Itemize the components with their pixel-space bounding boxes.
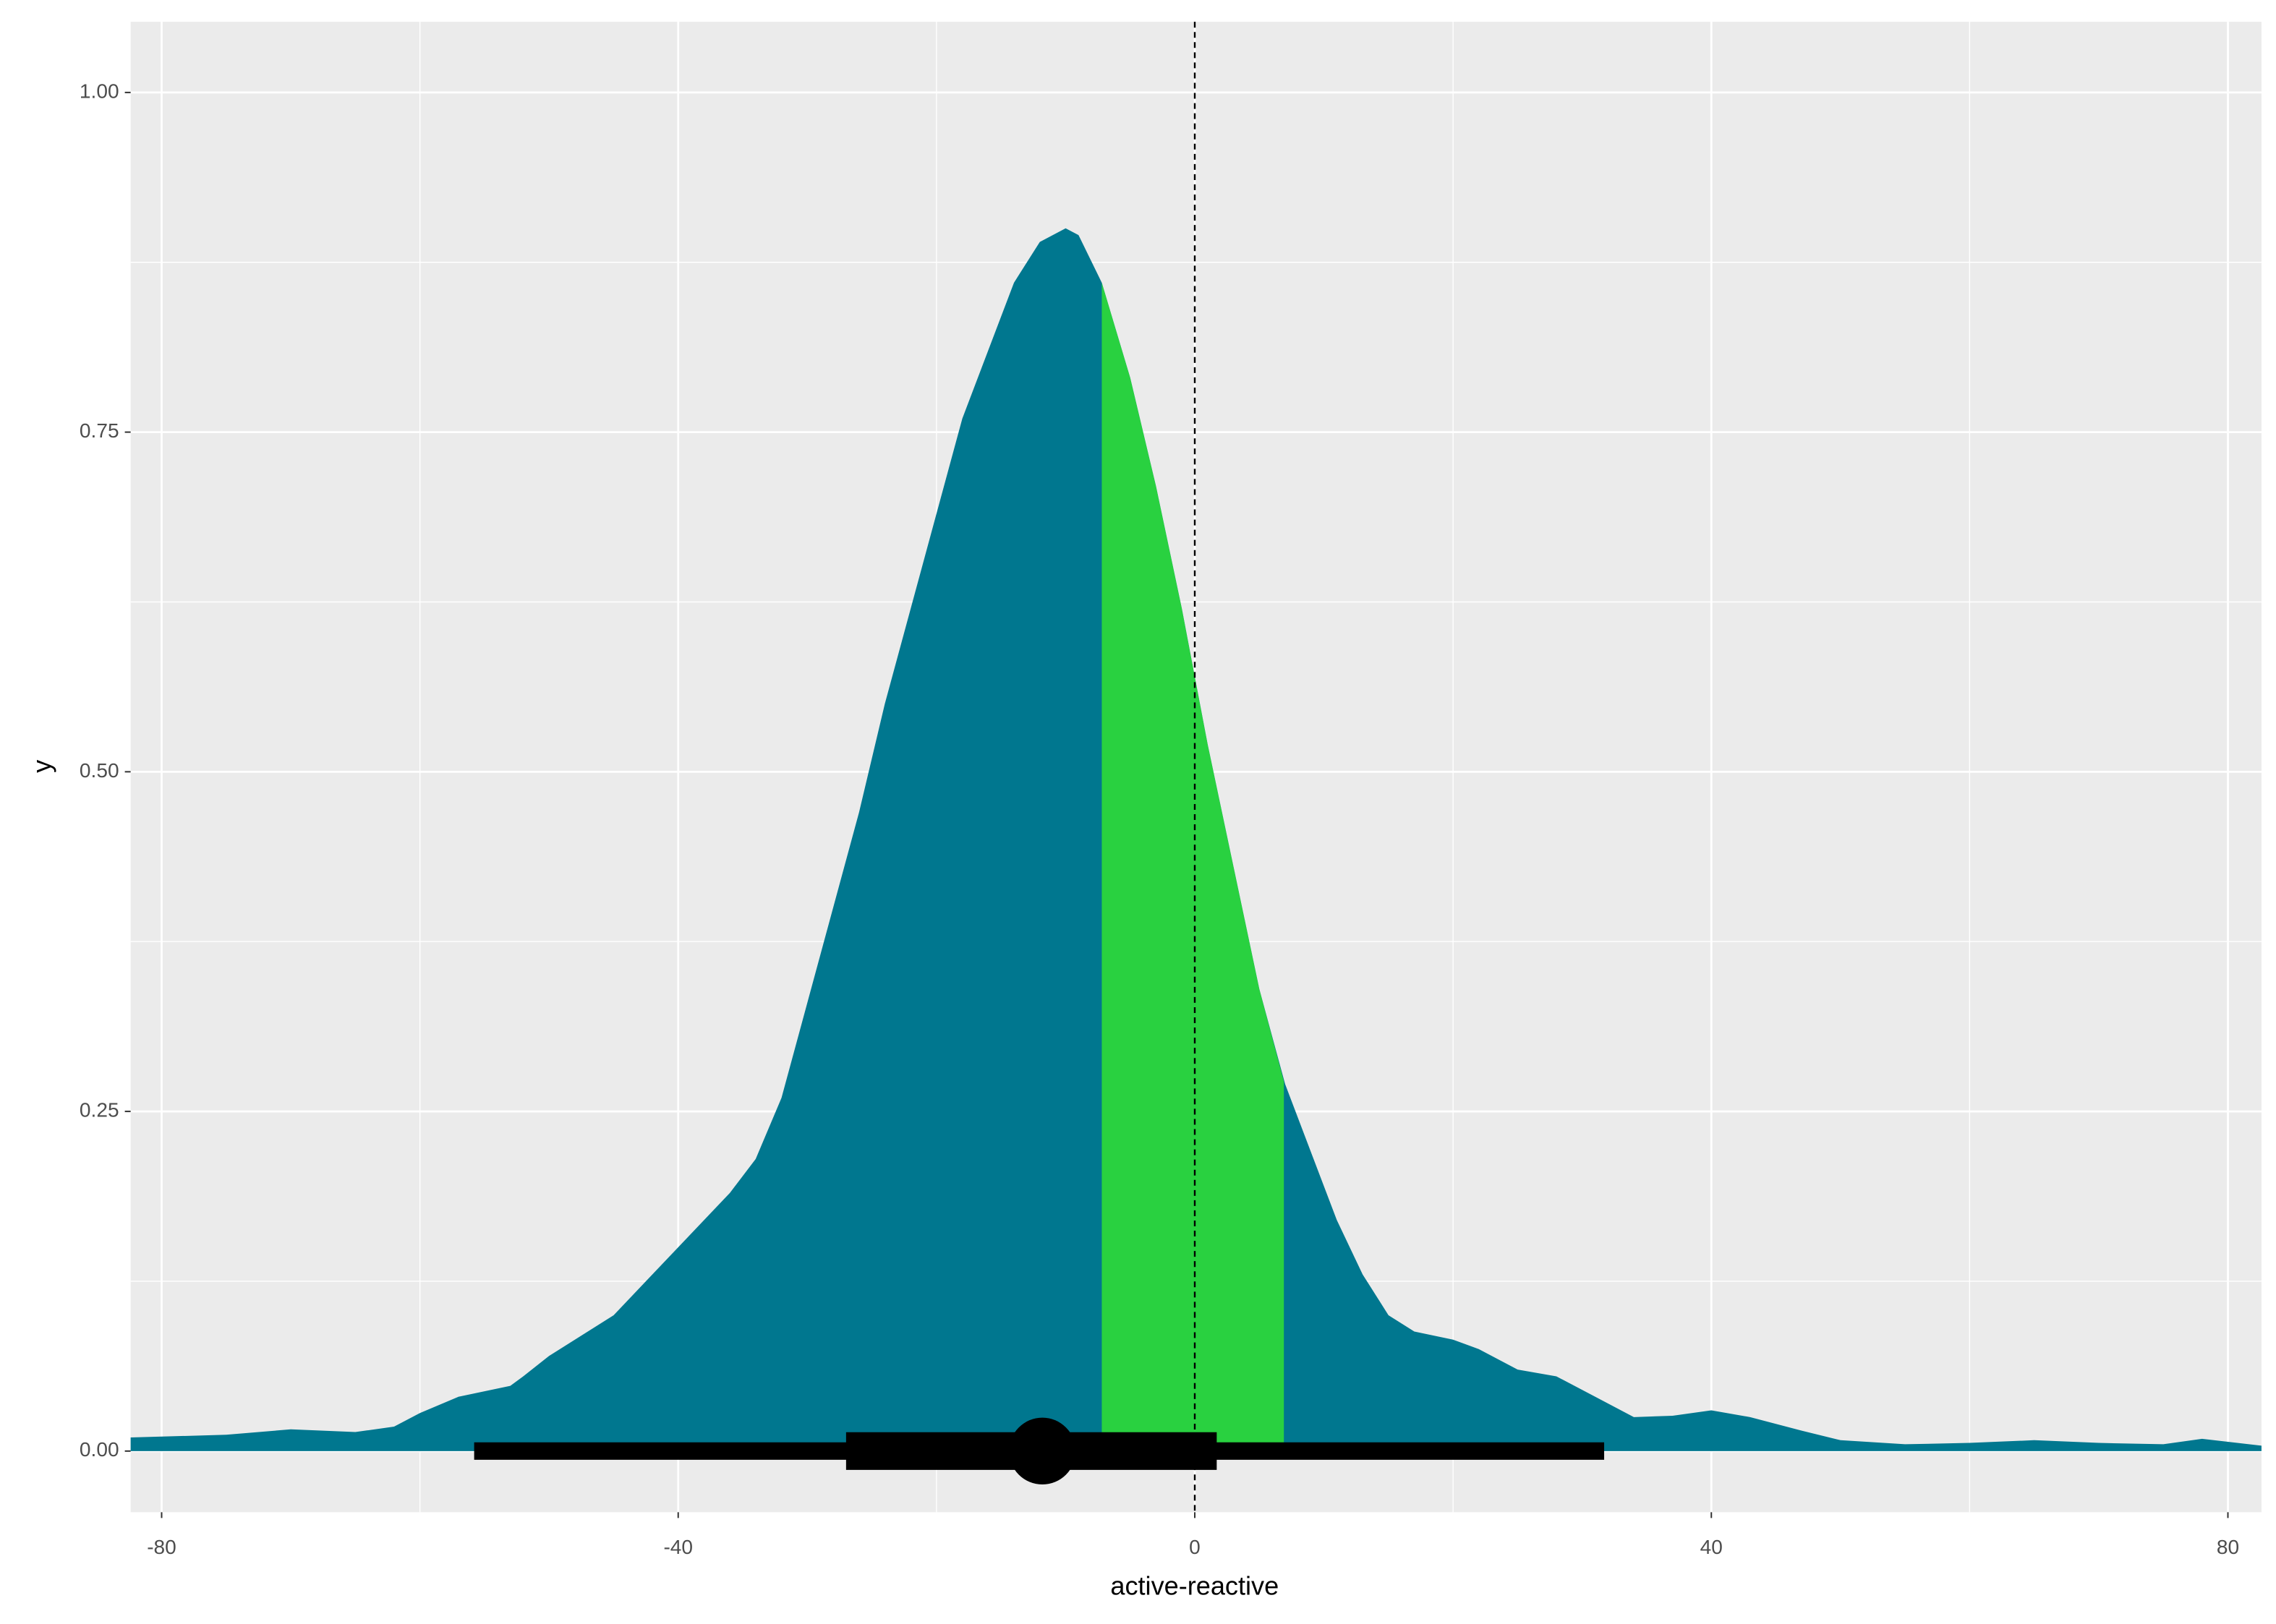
x-tick-label: 80	[2217, 1536, 2239, 1558]
x-tick-label: -80	[147, 1536, 176, 1558]
y-tick-label: 0.75	[80, 419, 119, 442]
y-tick-label: 0.50	[80, 759, 119, 782]
density-area	[1101, 282, 1284, 1451]
x-tick-label: -40	[663, 1536, 693, 1558]
x-tick-label: 0	[1189, 1536, 1201, 1558]
x-tick-label: 40	[1700, 1536, 1723, 1558]
y-tick-label: 1.00	[80, 80, 119, 102]
y-tick-label: 0.25	[80, 1099, 119, 1121]
y-tick-label: 0.00	[80, 1438, 119, 1461]
y-axis-title: y	[27, 760, 56, 773]
interval-point	[1009, 1417, 1076, 1484]
x-axis-title: active-reactive	[1110, 1570, 1279, 1600]
